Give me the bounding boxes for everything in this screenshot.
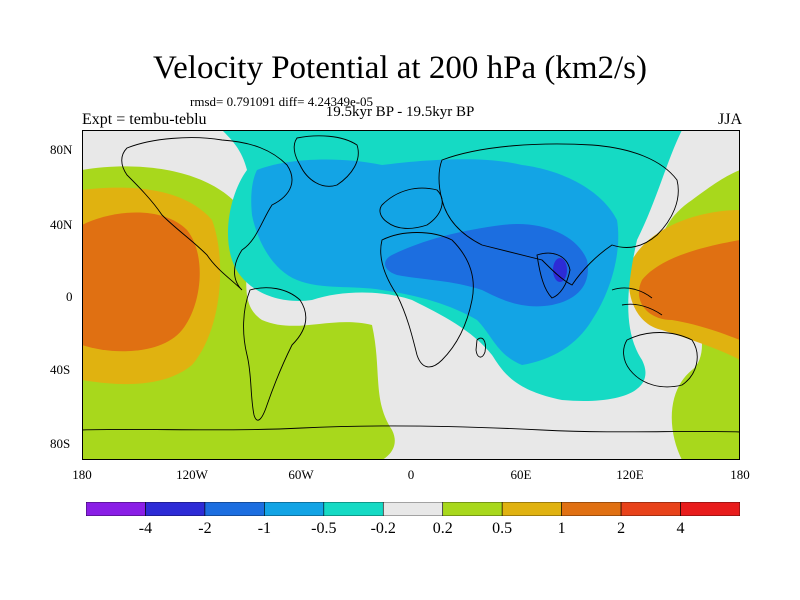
colorbar: [86, 502, 740, 516]
colorbar-bin: [204, 502, 265, 516]
colorbar-bin: [442, 502, 503, 516]
stats-line: rmsd= 0.791091 diff= 4.24349e-05: [190, 94, 374, 109]
colorbar-label: -2: [198, 520, 212, 537]
colorbar-label: 4: [676, 520, 685, 537]
x-tick-120e: 120E: [616, 467, 644, 482]
experiment-label: Expt = tembu-teblu: [82, 111, 207, 128]
x-tick-0: 0: [407, 467, 415, 482]
colorbar-label: -0.5: [311, 520, 337, 537]
field-blue: [385, 224, 588, 307]
x-tick-120w: 120W: [176, 467, 208, 482]
colorbar-bin: [145, 502, 206, 516]
field-dark-blue: [553, 258, 567, 282]
x-tick-60w: 60W: [288, 467, 314, 482]
colorbar-label: 2: [617, 520, 626, 537]
colorbar-bin: [680, 502, 740, 516]
y-tick-40n: 40N: [50, 217, 73, 232]
plot-subtitle: 19.5kyr BP - 19.5kyr BP: [325, 104, 475, 120]
map-frame: [82, 130, 740, 460]
season-label: JJA: [717, 111, 742, 128]
plot-title: Velocity Potential at 200 hPa (km2/s): [152, 50, 648, 86]
colorbar-bin: [620, 502, 681, 516]
colorbar-label: 0.5: [492, 520, 513, 537]
colorbar-bin: [323, 502, 384, 516]
colorbar-label: -0.2: [370, 520, 396, 537]
colorbar-bin: [561, 502, 622, 516]
colorbar-label: -4: [138, 520, 153, 537]
colorbar-bin: [86, 502, 146, 516]
y-tick-40s: 40S: [50, 362, 71, 377]
colorbar-bin: [264, 502, 325, 516]
x-tick-180e: 180: [730, 467, 750, 482]
colorbar-bin: [382, 502, 444, 516]
y-tick-0: 0: [66, 289, 73, 304]
colorbar-bin: [501, 502, 562, 516]
x-tick-180w: 180: [72, 467, 92, 482]
colorbar-label: -1: [257, 520, 272, 537]
colorbar-label: 1: [557, 520, 566, 537]
colorbar-label: 0.2: [432, 520, 453, 537]
field-orange-west: [82, 212, 200, 352]
y-tick-80s: 80S: [50, 436, 71, 451]
coastlines: [82, 135, 740, 433]
y-tick-80n: 80N: [50, 142, 73, 157]
field-orange-east: [638, 240, 740, 340]
velocity-potential-map: [82, 130, 740, 460]
x-tick-60e: 60E: [510, 467, 532, 482]
